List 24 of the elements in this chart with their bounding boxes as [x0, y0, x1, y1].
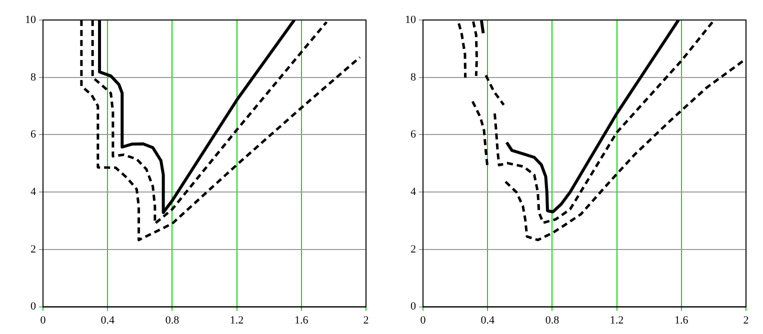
x-tick-label: 1.6: [294, 314, 309, 326]
x-tick-label: 0.8: [165, 314, 180, 326]
y-tick-label: 2: [410, 243, 416, 256]
y-tick-label: 2: [30, 243, 36, 256]
y-tick-label: 10: [405, 14, 416, 26]
x-tick-label: 2: [743, 314, 749, 326]
y-tick-label: 8: [30, 71, 36, 84]
x-tick-label: 0: [40, 314, 46, 326]
x-tick-label: 0.4: [100, 314, 115, 326]
y-tick-label: 6: [410, 128, 416, 141]
y-tick-label: 10: [25, 14, 36, 26]
x-tick-label: 1.6: [674, 314, 689, 326]
x-tick-label: 0: [420, 314, 426, 326]
y-tick-label: 0: [30, 300, 36, 313]
x-tick-label: 0.4: [480, 314, 495, 326]
x-tick-label: 2: [363, 314, 369, 326]
x-tick-label: 0.8: [545, 314, 560, 326]
y-tick-label: 0: [410, 300, 416, 313]
y-tick-label: 6: [30, 128, 36, 141]
y-tick-label: 4: [410, 186, 416, 198]
x-tick-label: 1.2: [610, 314, 624, 326]
x-tick-label: 1.2: [230, 314, 244, 326]
y-tick-label: 8: [410, 71, 416, 84]
y-tick-label: 4: [30, 186, 36, 198]
